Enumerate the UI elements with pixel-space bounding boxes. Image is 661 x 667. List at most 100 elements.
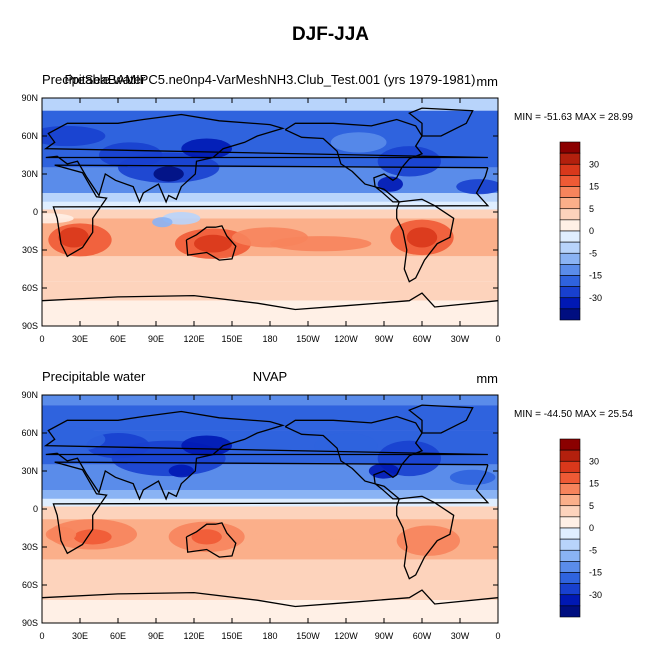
colorbar-swatch <box>559 605 581 618</box>
contour-blob <box>181 138 233 159</box>
colorbar-swatch <box>559 308 581 321</box>
contour-band <box>42 209 498 219</box>
x-tick-label: 60W <box>413 334 432 344</box>
x-tick-label: 120W <box>334 631 358 641</box>
colorbar-label: -30 <box>589 590 602 600</box>
colorbar-swatch <box>559 252 581 265</box>
colorbar-swatch <box>559 197 581 210</box>
contour-blob <box>191 529 222 545</box>
x-tick-label: 0 <box>39 631 44 641</box>
panel-units: mm <box>476 371 498 386</box>
y-tick-label: 0 <box>33 504 38 514</box>
coastlines <box>42 404 498 608</box>
contour-blob <box>99 142 163 168</box>
coastlines <box>42 107 498 311</box>
x-tick-label: 150E <box>221 334 242 344</box>
colorbar-label: -5 <box>589 545 597 555</box>
colorbar-swatch <box>559 527 581 540</box>
x-tick-label: 30E <box>72 631 88 641</box>
contour-blob <box>181 435 233 456</box>
colorbar-swatch <box>559 483 581 495</box>
x-tick-label: 150W <box>296 334 320 344</box>
colorbar-swatch <box>559 538 581 551</box>
y-tick-label: 60N <box>21 428 38 438</box>
x-tick-label: 180 <box>262 334 277 344</box>
x-tick-label: 60E <box>110 334 126 344</box>
contour-band <box>42 600 498 623</box>
contour-blob <box>282 539 385 555</box>
colorbar-swatch <box>559 494 581 507</box>
x-tick-label: 90E <box>148 334 164 344</box>
map-plot-model: 0 30E 60E 90E 120E 150E 180 150W 120W 90W 60W 30W 09… <box>21 93 602 344</box>
contour-blob <box>153 166 184 182</box>
colorbar-swatch <box>559 208 581 221</box>
x-tick-label: 0 <box>495 334 500 344</box>
colorbar-swatch <box>559 141 581 154</box>
colorbar-label: 30 <box>589 456 599 466</box>
contour-blob <box>330 132 387 153</box>
y-tick-label: 90N <box>21 93 38 103</box>
x-tick-label: 0 <box>495 631 500 641</box>
coastline <box>43 113 488 204</box>
contour-blob <box>396 525 461 556</box>
x-tick-label: 150W <box>296 631 320 641</box>
coastline <box>185 225 237 261</box>
coastline <box>185 522 237 558</box>
colorbar-label: 5 <box>589 204 594 214</box>
contour-blob <box>42 426 106 452</box>
contour-band <box>42 256 498 282</box>
y-tick-label: 60S <box>22 283 38 293</box>
contour-blob <box>377 176 404 192</box>
colorbar-swatch <box>559 594 581 607</box>
y-tick-label: 90S <box>22 321 38 331</box>
colorbar-swatch <box>559 297 581 310</box>
x-tick-label: 30E <box>72 334 88 344</box>
colorbar-swatch <box>559 230 581 243</box>
filled-contours <box>42 395 498 623</box>
y-tick-label: 60S <box>22 580 38 590</box>
contour-band <box>42 405 498 431</box>
colorbar-label: 5 <box>589 501 594 511</box>
colorbar-swatch <box>559 460 581 473</box>
contour-band <box>42 193 498 202</box>
map-panel-nvap: 0 30E 60E 90E 120E 150E 180 150W 120W 90W 60W 30W 0 9… <box>0 367 661 667</box>
contour-band <box>42 490 498 499</box>
contour-band <box>42 506 498 520</box>
colorbar-swatch <box>559 175 581 187</box>
x-tick-label: 90E <box>148 631 164 641</box>
contour-band <box>42 395 498 406</box>
panel-left-title: Precipitable water <box>42 72 146 87</box>
coastline <box>284 118 424 203</box>
colorbar-label: -30 <box>589 293 602 303</box>
colorbar-swatch <box>559 561 581 573</box>
panel-left-title: Precipitable water <box>42 369 146 384</box>
panel-center-title: PreSeaBAMIPC5.ne0np4-VarMeshNH3.Club_Tes… <box>64 72 476 87</box>
y-tick-label: 30S <box>22 245 38 255</box>
min-max-label: MIN = -44.50 MAX = 25.54 <box>514 409 633 420</box>
contour-blob <box>377 146 442 177</box>
contour-blob <box>45 526 77 542</box>
coastline <box>42 589 498 608</box>
colorbar-swatch <box>559 549 581 562</box>
colorbar-swatch <box>559 264 581 276</box>
colorbar-label: 15 <box>589 182 599 192</box>
map-plot-nvap: 0 30E 60E 90E 120E 150E 180 150W 120W 90W 60W 30W 09… <box>21 390 602 641</box>
panel-center-title: NVAP <box>252 369 288 384</box>
colorbar-swatch <box>559 186 581 198</box>
coastline <box>408 107 474 137</box>
x-tick-label: 90W <box>375 631 394 641</box>
coastline <box>284 415 424 500</box>
coastline <box>42 292 498 311</box>
contour-blob <box>456 179 498 195</box>
colorbar-label: 0 <box>589 523 594 533</box>
colorbar-label: 0 <box>589 226 594 236</box>
contour-blob <box>42 125 106 147</box>
coastline <box>52 164 490 258</box>
x-tick-label: 180 <box>262 631 277 641</box>
colorbar-swatch <box>559 152 581 165</box>
y-tick-label: 30N <box>21 169 38 179</box>
y-tick-label: 0 <box>33 207 38 217</box>
coastline <box>396 495 455 580</box>
colorbar-swatch <box>559 572 581 584</box>
colorbar-swatch <box>559 583 581 596</box>
